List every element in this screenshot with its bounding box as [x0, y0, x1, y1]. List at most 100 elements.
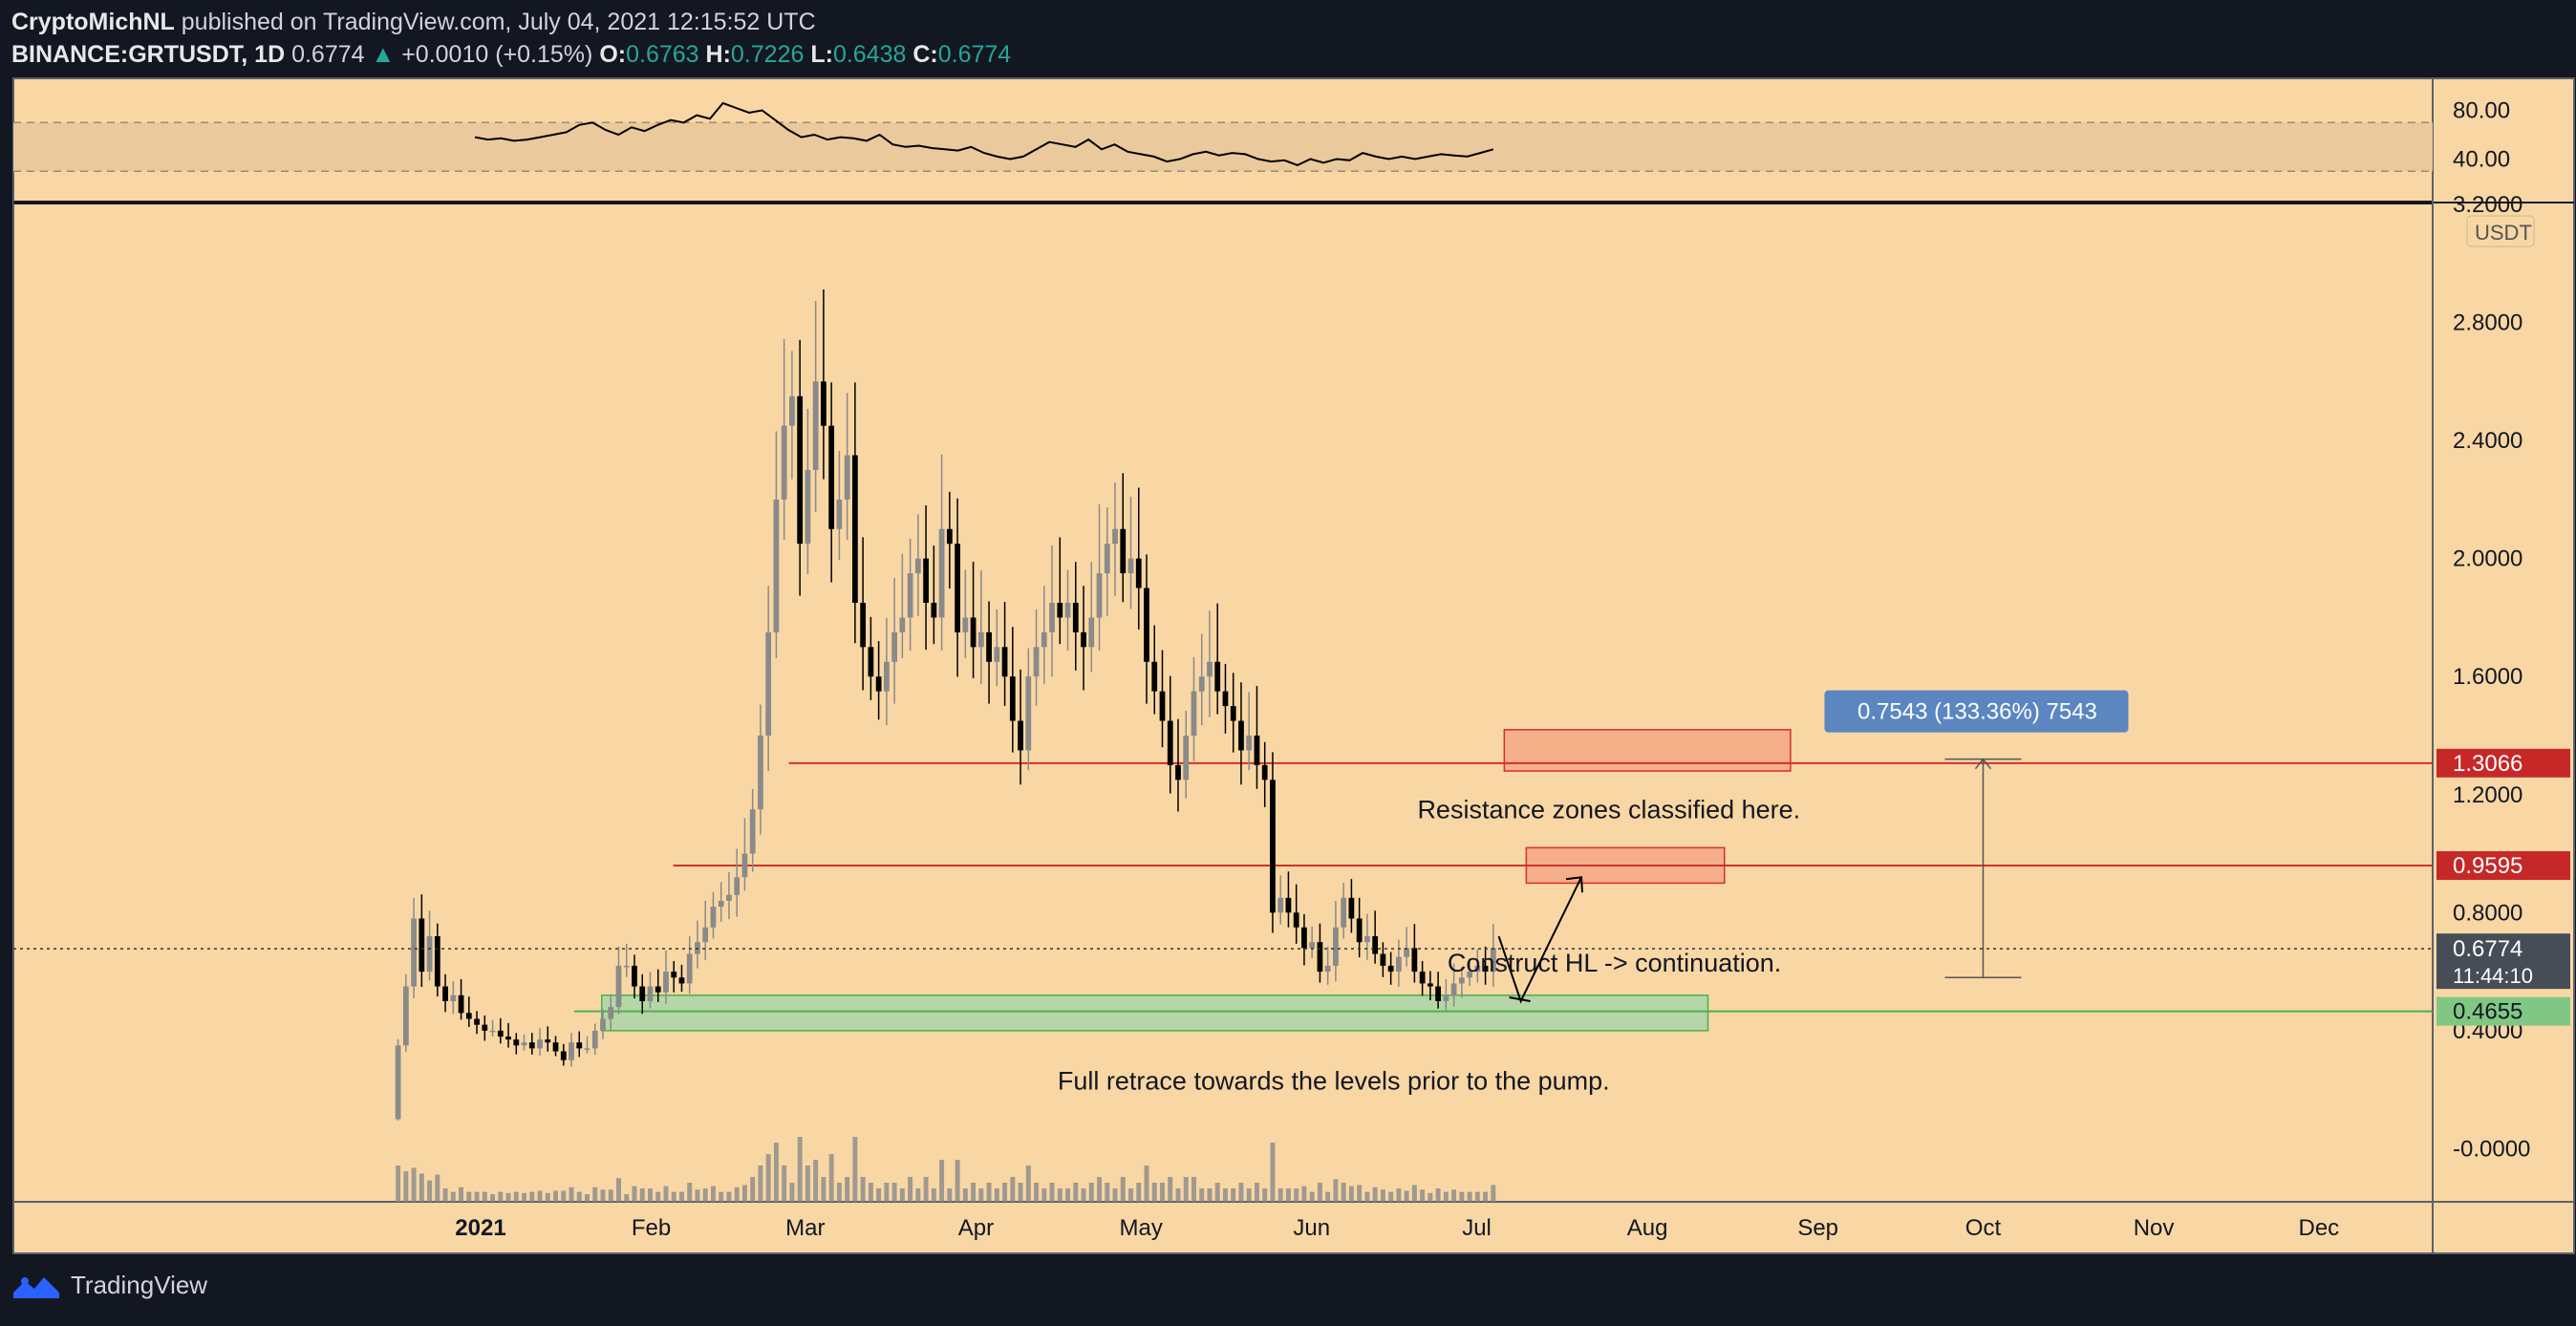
candle-body: [686, 953, 693, 984]
candle-body: [600, 1018, 606, 1031]
candle-body: [695, 942, 700, 954]
candle-body: [812, 381, 819, 470]
candle-body: [702, 927, 709, 943]
candle-body: [1144, 588, 1149, 662]
volume-bar: [1380, 1189, 1385, 1202]
volume-bar: [1168, 1177, 1173, 1202]
volume-bar: [1411, 1185, 1417, 1202]
candle-body: [1254, 735, 1260, 765]
candle-body: [1025, 676, 1032, 751]
candle-body: [805, 469, 811, 545]
volume-bar: [1388, 1191, 1394, 1202]
volume-bar: [1199, 1188, 1205, 1202]
candle-body: [726, 894, 732, 901]
volume-bar: [1041, 1188, 1047, 1202]
volume-bar: [498, 1191, 504, 1202]
candle-body: [914, 558, 921, 574]
candle-body: [1324, 965, 1331, 973]
level-price-label: 0.9595: [2453, 853, 2522, 879]
candle-body: [852, 455, 858, 603]
volume-bar: [1443, 1191, 1449, 1202]
candle-body: [1159, 691, 1166, 721]
candle-body: [797, 396, 804, 545]
candle-body: [639, 986, 646, 1001]
volume-bar: [1191, 1177, 1196, 1202]
volume-bar: [545, 1192, 550, 1202]
candle-body: [569, 1042, 574, 1060]
candle-body: [891, 631, 898, 662]
candle-body: [1341, 897, 1347, 928]
candle-body: [647, 986, 654, 1001]
volume-bar: [687, 1183, 693, 1202]
candle-body: [1214, 661, 1221, 692]
candle-body: [465, 1013, 472, 1019]
time-tick-label: Apr: [958, 1215, 994, 1241]
symbol-label[interactable]: BINANCE:GRTUSDT, 1D: [11, 41, 286, 68]
volume-bar: [915, 1188, 921, 1202]
candle-body: [1207, 661, 1213, 677]
candle-body: [1317, 942, 1323, 973]
volume-bar: [1065, 1188, 1071, 1202]
volume-bar: [852, 1137, 858, 1202]
volume-bar: [537, 1190, 543, 1202]
hl-arrow-tail: [1509, 995, 1531, 1002]
candle-body: [781, 425, 787, 500]
volume-bar: [553, 1190, 559, 1202]
volume-bar: [891, 1183, 897, 1202]
candle-body: [442, 986, 448, 1001]
change-up-icon: ▲: [371, 41, 396, 68]
candle-body: [1081, 631, 1086, 648]
tradingview-logo-icon[interactable]: [11, 1272, 61, 1300]
candle-body: [1450, 983, 1457, 995]
candle-body: [718, 900, 724, 908]
currency-badge: [2466, 215, 2535, 247]
change-value: +0.0010 (+0.15%): [401, 41, 593, 68]
candle-body: [1198, 676, 1205, 692]
candle-body: [521, 1042, 527, 1046]
time-tick-label: Jun: [1293, 1215, 1330, 1241]
footer-brand[interactable]: TradingView: [71, 1271, 208, 1299]
candle-body: [789, 396, 795, 426]
hl-arrowhead: [1565, 876, 1583, 893]
candle-body: [986, 631, 992, 662]
volume-bar: [1364, 1191, 1370, 1202]
candle-body: [899, 617, 906, 632]
candle-body: [528, 1042, 535, 1049]
published-text: published on TradingView.com, July 04, 2…: [181, 9, 816, 35]
volume-bar: [1018, 1183, 1023, 1202]
volume-bar: [765, 1154, 771, 1202]
footer-bar: TradingView: [11, 1271, 207, 1300]
candle-body: [938, 528, 945, 618]
time-tick-label: Aug: [1627, 1215, 1668, 1241]
volume-bar: [1262, 1188, 1268, 1202]
publisher-name[interactable]: CryptoMichNL: [11, 9, 175, 35]
volume-bar: [1081, 1188, 1086, 1202]
volume-bar: [1420, 1189, 1426, 1202]
candle-body: [678, 977, 685, 984]
price-tick-label: 1.2000: [2453, 782, 2522, 808]
volume-bar: [1214, 1183, 1220, 1202]
candle-body: [844, 455, 850, 500]
candle-body: [1088, 617, 1095, 648]
volume-bar: [1034, 1183, 1040, 1202]
chart-frame: [12, 77, 2575, 1254]
volume-bar: [955, 1160, 960, 1202]
volume-bar: [1372, 1187, 1378, 1202]
candle-body: [608, 1007, 614, 1019]
volume-bar: [797, 1137, 803, 1202]
volume-bar: [1491, 1185, 1496, 1202]
volume-bar: [411, 1167, 417, 1202]
volume-bar: [616, 1178, 621, 1202]
volume-bar: [576, 1191, 582, 1202]
rsi-tick-label: 80.00: [2453, 98, 2510, 124]
volume-bar: [678, 1191, 684, 1202]
level-price-badge: [2436, 851, 2570, 881]
candle-body: [632, 965, 637, 987]
candle-body: [773, 499, 780, 632]
candle-body: [663, 972, 669, 993]
candle-body: [1277, 897, 1284, 913]
volume-bar: [1049, 1183, 1055, 1202]
volume-bar: [1222, 1188, 1228, 1202]
volume-bar: [482, 1191, 487, 1202]
